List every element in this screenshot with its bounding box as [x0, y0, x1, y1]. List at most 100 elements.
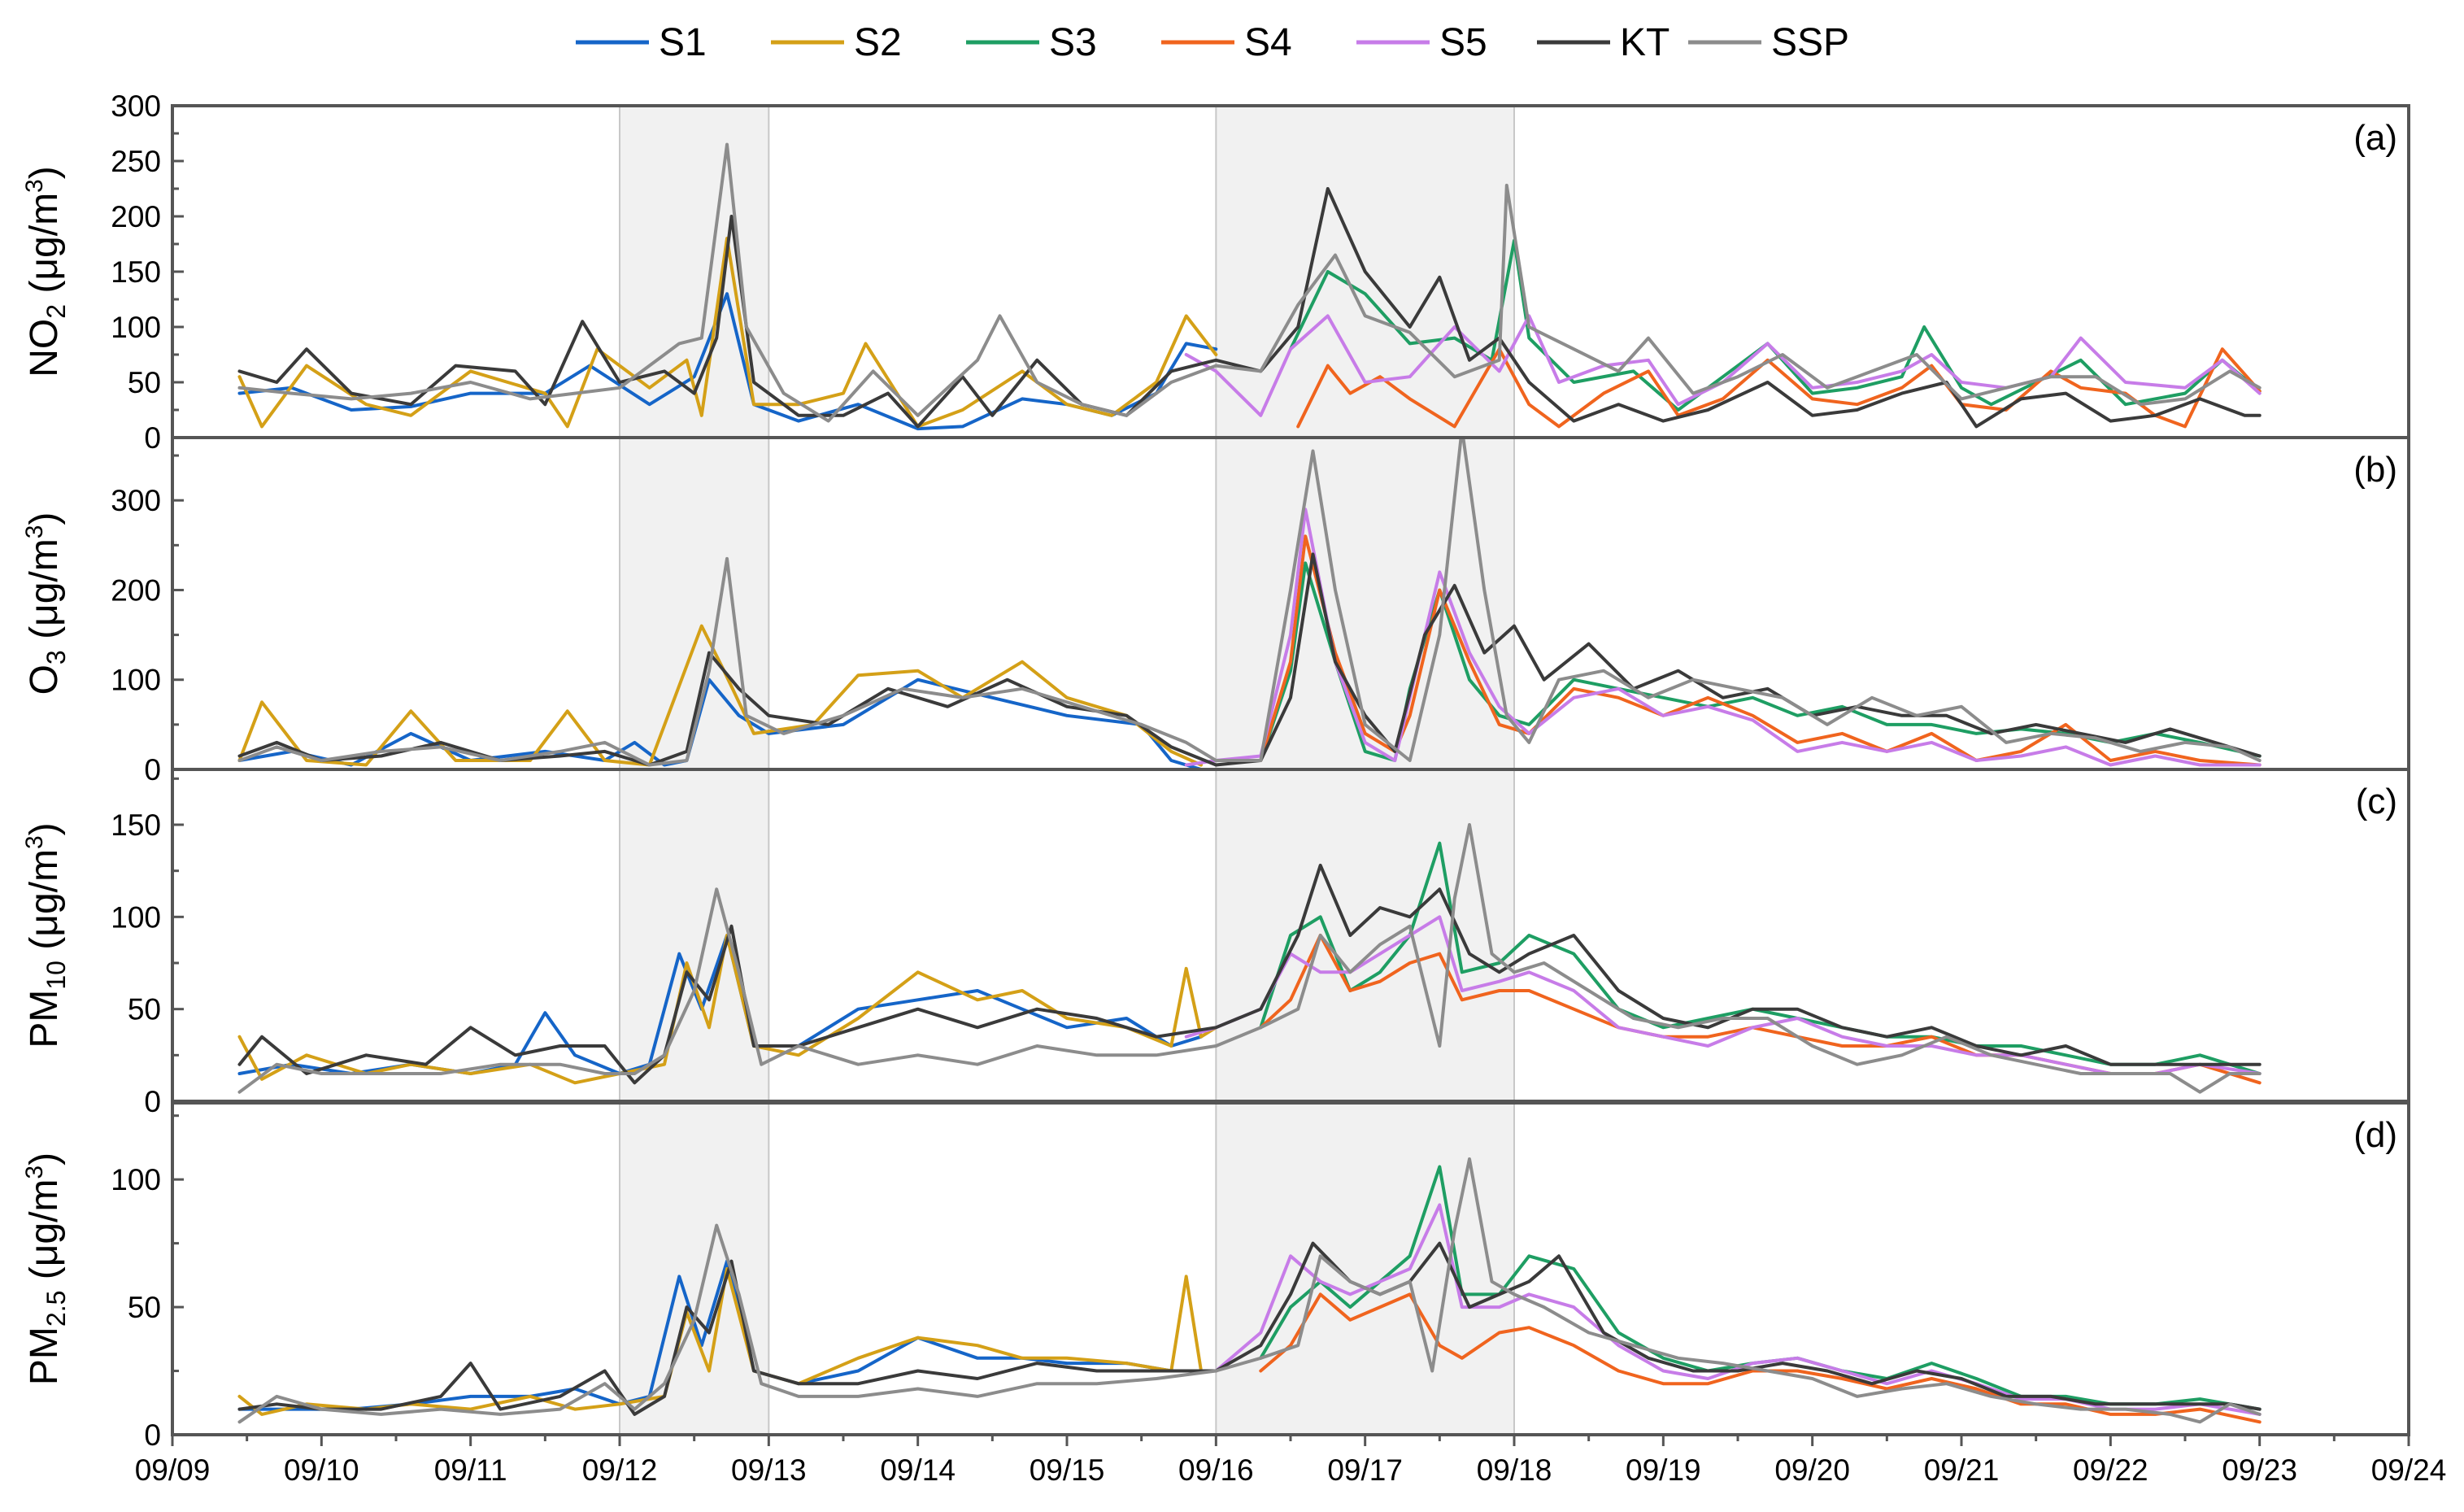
legend-label: S5: [1439, 21, 1487, 64]
legend-item-s1: S1: [576, 21, 707, 64]
legend-item-s3: S3: [966, 21, 1097, 64]
y-axis-title-part: ): [23, 822, 66, 835]
series-group: [237, 142, 2262, 431]
y-tick-label: 150: [111, 808, 161, 842]
series-line-s5: [1184, 1203, 2262, 1416]
series-line-ssp: [237, 823, 2262, 1094]
series-line-s2: [237, 237, 1218, 429]
y-axis-title-part: 2: [41, 304, 71, 319]
y-tick-label: 50: [128, 993, 161, 1026]
y-tick-label: 250: [111, 145, 161, 178]
x-tick-label: 09/14: [880, 1453, 956, 1487]
y-axis-title-part: (μg/m: [23, 193, 66, 304]
shaded-region-2: [1215, 769, 1516, 1102]
y-tick-label: 300: [111, 484, 161, 517]
y-tick-label: 100: [111, 900, 161, 934]
x-tick-label: 09/09: [135, 1453, 211, 1487]
y-tick-label: 150: [111, 255, 161, 289]
x-tick-label: 09/19: [1626, 1453, 1701, 1487]
series-line-s1: [237, 1259, 1203, 1411]
panel-label: (c): [2356, 782, 2397, 821]
y-tick-label: 50: [128, 366, 161, 399]
panel-3: 0 50 100 150 (c) PM10 (μg/m3): [21, 768, 2410, 1118]
legend-label: S3: [1049, 21, 1097, 64]
series-line-s4: [1296, 347, 2262, 429]
y-axis-title: PM10 (μg/m3): [21, 822, 71, 1048]
x-tick-label: 09/15: [1030, 1453, 1105, 1487]
series-line-s5: [1184, 915, 2262, 1075]
shaded-region-1: [619, 769, 770, 1102]
series-group: [237, 1157, 2262, 1424]
legend-label: S2: [854, 21, 902, 64]
panel-1: 0 50 100 150 200 250 300 (a) NO2 (μg/m3): [21, 89, 2410, 455]
series-line-ssp: [237, 438, 2262, 767]
y-axis-title-part: 3: [21, 1166, 48, 1179]
panel-label: (a): [2353, 118, 2397, 158]
x-tick-label: 09/18: [1477, 1453, 1552, 1487]
y-axis-title-part: ): [23, 166, 66, 179]
y-axis-title-part: PM: [23, 990, 66, 1048]
y-tick-label: 0: [144, 753, 161, 787]
x-axis: 09/09 09/10 09/11 09/12 09/13 09/14 09/15 09/16…: [135, 1435, 2447, 1487]
legend-item-s5: S5: [1356, 21, 1487, 64]
y-axis-title-part: ): [23, 1153, 66, 1166]
x-tick-label: 09/23: [2222, 1453, 2297, 1487]
legend-item-ssp: SSP: [1688, 21, 1849, 64]
series-line-s5: [1184, 314, 2262, 417]
y-axis-title-part: 3: [21, 525, 48, 539]
x-tick-label: 09/12: [582, 1453, 658, 1487]
x-tick-label: 09/17: [1327, 1453, 1403, 1487]
y-axis-title-part: NO: [23, 319, 66, 377]
y-axis-title-part: ): [23, 512, 66, 525]
x-tick-label: 09/24: [2371, 1453, 2447, 1487]
legend-label: S1: [659, 21, 707, 64]
y-tick-label: 100: [111, 1163, 161, 1196]
y-tick-label: 200: [111, 200, 161, 233]
y-tick-label: 0: [144, 421, 161, 455]
y-axis-title-part: 3: [41, 650, 71, 664]
y-axis-title-part: (μg/m: [23, 1179, 66, 1291]
panel-label: (b): [2353, 450, 2397, 490]
series-group: [237, 438, 2262, 769]
series-line-kt: [237, 863, 2262, 1085]
series-line-ssp: [237, 1157, 2262, 1424]
x-tick-label: 09/22: [2073, 1453, 2148, 1487]
y-axis-title-part: 3: [21, 835, 48, 849]
series-line-ssp: [237, 142, 2262, 423]
series-line-kt: [237, 187, 2262, 429]
x-tick-label: 09/13: [731, 1453, 807, 1487]
y-tick-label: 0: [144, 1085, 161, 1118]
x-tick-label: 09/10: [284, 1453, 359, 1487]
y-axis-title: NO2 (μg/m3): [21, 166, 71, 377]
series-group: [237, 823, 2262, 1094]
series-line-s4: [1259, 1292, 2262, 1424]
y-axis-title-part: 10: [41, 961, 71, 990]
y-axis-title-part: 3: [21, 179, 48, 193]
y-axis-title-part: (μg/m: [23, 849, 66, 961]
y-tick-label: 0: [144, 1418, 161, 1452]
panel-4: 0 50 100 (d) PM2.5 (μg/m3): [21, 1101, 2410, 1452]
y-axis-title-part: 2.5: [41, 1291, 71, 1327]
y-axis-title-part: (μg/m: [23, 538, 66, 650]
x-tick-label: 09/16: [1178, 1453, 1254, 1487]
y-axis-title-part: PM: [23, 1327, 66, 1385]
y-axis-title: PM2.5 (μg/m3): [21, 1153, 71, 1385]
legend-label: KT: [1620, 21, 1670, 64]
legend-item-s2: S2: [771, 21, 902, 64]
x-tick-label: 09/20: [1774, 1453, 1850, 1487]
y-axis-title-part: O: [23, 664, 66, 695]
shaded-region-2: [1215, 1102, 1516, 1436]
y-tick-label: 50: [128, 1291, 161, 1324]
y-axis-title: O3 (μg/m3): [21, 512, 71, 695]
panel-label: (d): [2353, 1115, 2397, 1155]
x-tick-label: 09/11: [434, 1453, 507, 1487]
shaded-region-1: [619, 1102, 770, 1436]
legend-label: SSP: [1771, 21, 1849, 64]
y-tick-label: 100: [111, 311, 161, 344]
legend-item-kt: KT: [1537, 21, 1670, 64]
legend-label: S4: [1244, 21, 1292, 64]
y-tick-label: 100: [111, 664, 161, 697]
